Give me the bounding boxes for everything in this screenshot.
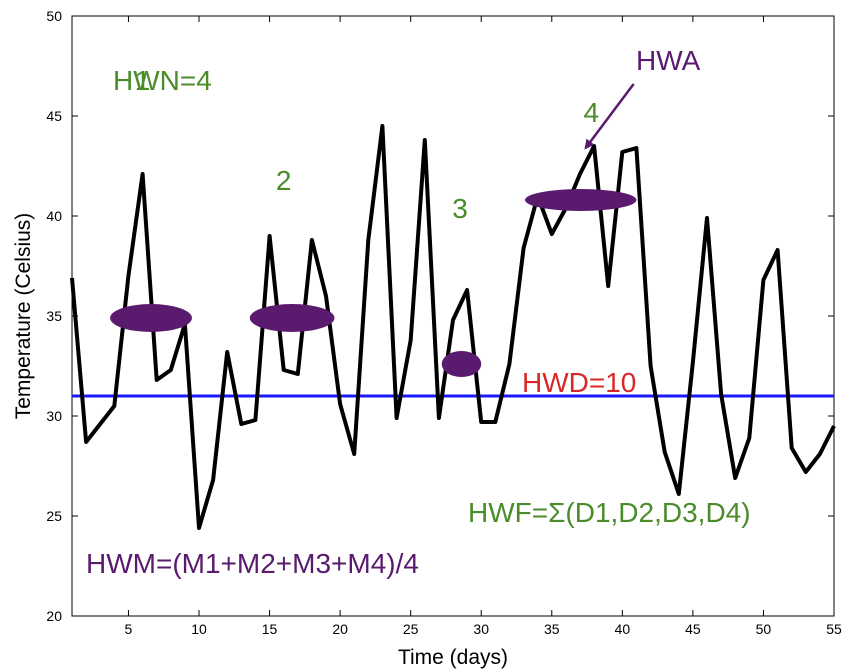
annotation-hwm: HWM=(M1+M2+M3+M4)/4 [86, 548, 419, 579]
heatwave-ellipse-2 [249, 304, 335, 332]
y-axis-title: Temperature (Celsius) [12, 213, 35, 420]
annotations: HWN=4 HWD=10 HWA HWF=Σ(D1,D2,D3,D4) HWM=… [86, 45, 751, 579]
event-label-4: 4 [583, 97, 599, 128]
heatwave-ellipse-1 [110, 304, 192, 332]
temperature-series-line [70, 124, 836, 530]
y-tick-label: 50 [46, 8, 62, 24]
heatwave-markers [110, 189, 637, 377]
x-tick-label: 15 [262, 621, 278, 637]
x-tick-label: 10 [191, 621, 207, 637]
series-layer [70, 124, 836, 530]
hwa-arrow [584, 83, 635, 150]
y-tick-label: 40 [46, 208, 62, 224]
x-tick-label: 40 [615, 621, 631, 637]
x-tick-label: 50 [756, 621, 772, 637]
annotation-hwf: HWF=Σ(D1,D2,D3,D4) [468, 497, 751, 528]
y-tick-label: 25 [46, 508, 62, 524]
x-tick-label: 25 [403, 621, 419, 637]
event-label-2: 2 [276, 165, 292, 196]
y-tick-label: 45 [46, 108, 62, 124]
heatwave-ellipse-3 [441, 351, 482, 377]
event-label-1: 1 [135, 65, 151, 96]
x-tick-label: 5 [125, 621, 133, 637]
annotation-hwa: HWA [636, 45, 701, 76]
x-tick-label: 45 [685, 621, 701, 637]
annotation-hwn: HWN=4 [113, 65, 212, 96]
heatwave-ellipse-4 [524, 189, 637, 211]
x-tick-label: 30 [473, 621, 489, 637]
x-tick-label: 20 [332, 621, 348, 637]
x-tick-label: 35 [544, 621, 560, 637]
y-tick-label: 20 [46, 608, 62, 624]
y-tick-label: 30 [46, 408, 62, 424]
x-axis-title: Time (days) [398, 646, 508, 669]
axis-ticks: 5 10 15 20 25 30 35 40 45 50 55 20 25 30 35 40 45 50 [46, 8, 842, 637]
y-tick-label: 35 [46, 308, 62, 324]
annotation-hwd: HWD=10 [522, 367, 636, 398]
event-label-3: 3 [452, 193, 468, 224]
x-tick-label: 55 [826, 621, 842, 637]
